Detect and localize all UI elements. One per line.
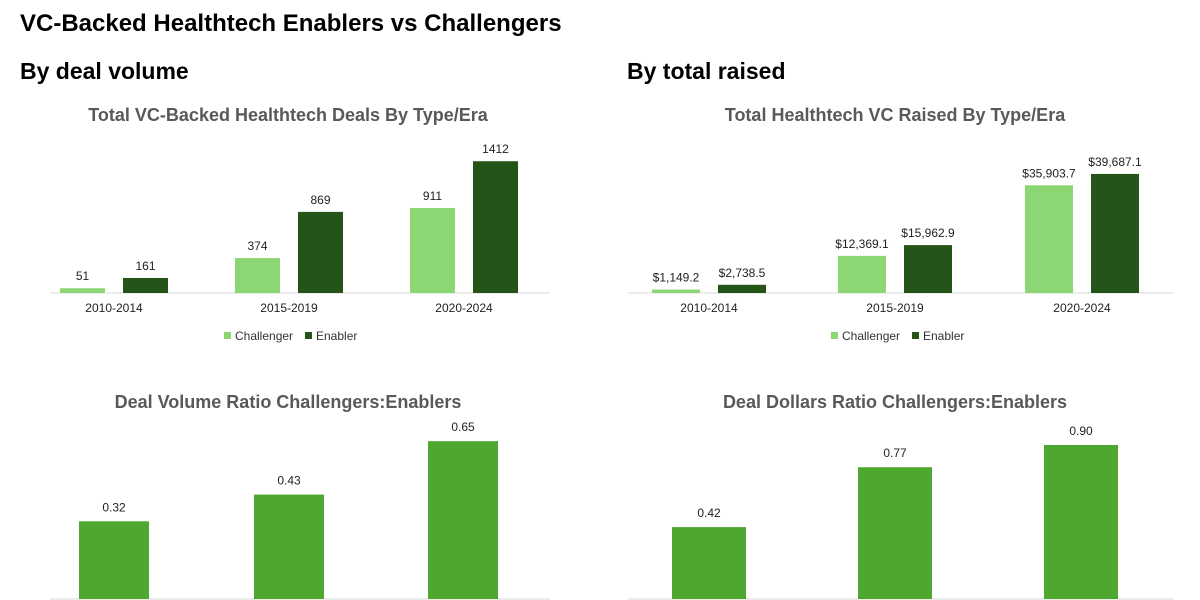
chart-vc-raised-by-type-era: Total Healthtech VC Raised By Type/Era $1… [628,105,1173,343]
data-label-enabler: 869 [310,193,330,207]
data-label-enabler: 161 [135,259,155,273]
bar-enabler-2010-2014 [123,277,168,293]
legend-swatch-enabler [912,332,919,339]
x-tick-label: 2020-2024 [1053,301,1111,315]
legend-label-enabler: Enabler [316,329,357,343]
bar-enabler-2015-2019 [298,211,343,293]
bar-challenger-2010-2014 [60,288,105,293]
legend-swatch-challenger [831,332,838,339]
section-title-deal-volume: By deal volume [20,58,189,84]
x-tick-label: 2010-2014 [680,301,738,315]
x-tick-label: 2015-2019 [260,301,318,315]
data-label-enabler: 1412 [482,142,509,156]
bar-challenger-2015-2019 [235,258,280,293]
bar-ratio-0 [79,521,149,599]
bar-challenger-2010-2014 [652,289,700,293]
data-label-challenger: 911 [423,189,442,203]
bar-enabler-2010-2014 [718,284,766,293]
legend-label-challenger: Challenger [842,329,900,343]
legend-label-enabler: Enabler [923,329,964,343]
data-label-challenger: $12,369.1 [835,237,889,251]
chart-deal-dollars-ratio: Deal Dollars Ratio Challengers:Enablers0… [628,392,1173,600]
x-tick-label: 2010-2014 [85,301,143,315]
chart-title: Total VC-Backed Healthtech Deals By Type… [88,105,488,125]
bar-enabler-2020-2024 [473,161,518,293]
bar-challenger-2015-2019 [838,255,886,293]
bar-ratio-0 [672,527,746,599]
legend-swatch-challenger [224,332,231,339]
bar-ratio-1 [254,494,324,599]
chart-title: Deal Volume Ratio Challengers:Enablers [115,392,462,412]
bar-challenger-2020-2024 [410,207,455,293]
bar-ratio-2 [1044,444,1118,599]
bar-ratio-2 [428,441,498,599]
data-label-ratio: 0.65 [451,420,475,434]
bar-enabler-2020-2024 [1091,173,1139,293]
bar-enabler-2015-2019 [904,245,952,293]
data-label-enabler: $2,738.5 [719,266,766,280]
data-label-challenger: $35,903.7 [1022,166,1076,180]
data-label-challenger: $1,149.2 [653,271,700,285]
bar-challenger-2020-2024 [1025,185,1073,293]
data-label-enabler: $15,962.9 [901,226,955,240]
section-title-total-raised: By total raised [627,58,786,84]
chart-title: Total Healthtech VC Raised By Type/Era [725,105,1066,125]
legend-label-challenger: Challenger [235,329,293,343]
data-label-ratio: 0.43 [277,474,301,488]
bar-ratio-1 [858,467,932,599]
chart-deal-volume-ratio: Deal Volume Ratio Challengers:Enablers 0.… [50,392,550,600]
chart-title: Deal Dollars Ratio Challengers:Enablers [723,392,1067,412]
data-label-ratio: 0.90 [1069,424,1093,438]
data-label-enabler: $39,687.1 [1088,155,1142,169]
page-title: VC-Backed Healthtech Enablers vs Challen… [20,10,562,37]
data-label-ratio: 0.42 [697,506,721,520]
data-label-challenger: 51 [76,269,90,283]
data-label-ratio: 0.77 [883,446,907,460]
data-label-challenger: 374 [247,239,267,253]
data-label-ratio: 0.32 [102,500,126,514]
chart-deals-by-type-era: Total VC-Backed Healthtech Deals By Type… [50,105,550,343]
x-tick-label: 2015-2019 [866,301,924,315]
legend-swatch-enabler [305,332,312,339]
x-tick-label: 2020-2024 [435,301,493,315]
